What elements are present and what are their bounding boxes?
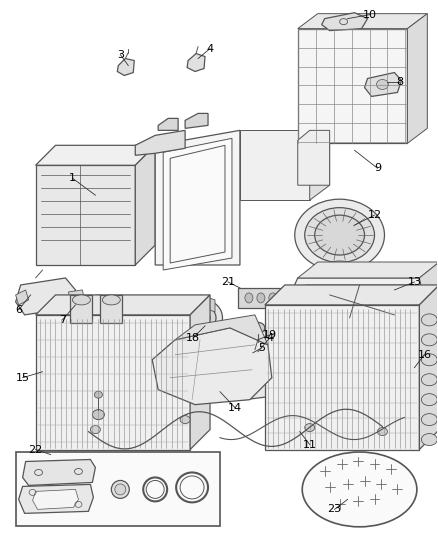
Polygon shape — [240, 131, 310, 200]
Polygon shape — [419, 285, 438, 449]
Text: 4: 4 — [206, 44, 214, 54]
Ellipse shape — [251, 322, 265, 333]
Text: 4: 4 — [266, 333, 273, 343]
Ellipse shape — [305, 424, 314, 432]
Polygon shape — [187, 53, 205, 71]
Text: 19: 19 — [263, 330, 277, 340]
Polygon shape — [265, 285, 438, 305]
Ellipse shape — [421, 354, 437, 366]
Ellipse shape — [200, 313, 210, 323]
Polygon shape — [321, 13, 367, 30]
Text: 13: 13 — [407, 277, 421, 287]
Polygon shape — [23, 459, 95, 486]
Ellipse shape — [421, 433, 437, 446]
Polygon shape — [298, 262, 438, 278]
Ellipse shape — [421, 414, 437, 425]
Text: 16: 16 — [417, 350, 431, 360]
Polygon shape — [35, 165, 135, 265]
Ellipse shape — [377, 79, 389, 90]
Bar — [100, 295, 122, 323]
Ellipse shape — [111, 480, 129, 498]
Polygon shape — [419, 262, 438, 300]
Text: 15: 15 — [16, 373, 30, 383]
Polygon shape — [35, 146, 155, 165]
Polygon shape — [16, 290, 28, 305]
Ellipse shape — [92, 410, 104, 419]
Bar — [238, 288, 283, 308]
Polygon shape — [310, 116, 330, 200]
Ellipse shape — [187, 301, 223, 335]
Ellipse shape — [115, 484, 126, 495]
Polygon shape — [288, 278, 424, 325]
Polygon shape — [135, 131, 185, 155]
Polygon shape — [195, 295, 215, 312]
Ellipse shape — [254, 342, 262, 350]
Bar — [71, 295, 92, 323]
Text: 14: 14 — [228, 402, 242, 413]
Polygon shape — [68, 290, 85, 302]
Ellipse shape — [102, 295, 120, 305]
Polygon shape — [19, 484, 93, 513]
Ellipse shape — [421, 334, 437, 346]
Text: 1: 1 — [69, 173, 76, 183]
Text: 10: 10 — [363, 10, 377, 20]
Text: 7: 7 — [59, 315, 66, 325]
Polygon shape — [298, 131, 330, 185]
Polygon shape — [135, 146, 155, 265]
Text: 3: 3 — [117, 50, 124, 60]
Polygon shape — [152, 328, 272, 405]
Ellipse shape — [180, 416, 190, 424]
Ellipse shape — [257, 293, 265, 303]
Text: 23: 23 — [328, 504, 342, 514]
Polygon shape — [298, 14, 427, 29]
Text: 8: 8 — [396, 77, 403, 87]
Text: 11: 11 — [303, 440, 317, 449]
Polygon shape — [190, 295, 210, 449]
Polygon shape — [158, 118, 178, 131]
Ellipse shape — [72, 295, 90, 305]
Polygon shape — [298, 29, 407, 143]
Text: 6: 6 — [15, 305, 22, 315]
Text: 21: 21 — [221, 277, 235, 287]
Text: 18: 18 — [186, 333, 200, 343]
Text: 9: 9 — [374, 163, 381, 173]
Ellipse shape — [325, 261, 355, 279]
Text: 5: 5 — [258, 343, 265, 353]
Polygon shape — [364, 72, 401, 96]
Ellipse shape — [314, 215, 364, 255]
Polygon shape — [35, 315, 190, 449]
Bar — [16, 451, 220, 526]
Polygon shape — [155, 131, 240, 265]
Ellipse shape — [305, 208, 374, 263]
Ellipse shape — [269, 293, 277, 303]
Polygon shape — [16, 278, 75, 315]
Text: 12: 12 — [367, 210, 381, 220]
Polygon shape — [35, 295, 210, 315]
Text: 22: 22 — [28, 445, 43, 455]
Polygon shape — [225, 350, 295, 400]
Ellipse shape — [421, 314, 437, 326]
Polygon shape — [117, 59, 134, 76]
Ellipse shape — [421, 374, 437, 386]
Ellipse shape — [421, 394, 437, 406]
Ellipse shape — [194, 307, 216, 329]
Polygon shape — [48, 295, 108, 330]
Ellipse shape — [302, 452, 417, 527]
Polygon shape — [163, 139, 232, 270]
Ellipse shape — [90, 425, 100, 433]
Polygon shape — [185, 114, 208, 128]
Ellipse shape — [71, 304, 85, 316]
Ellipse shape — [95, 391, 102, 398]
Ellipse shape — [295, 199, 385, 271]
Polygon shape — [407, 14, 427, 143]
Ellipse shape — [245, 293, 253, 303]
Polygon shape — [32, 489, 78, 510]
Polygon shape — [175, 315, 268, 345]
Ellipse shape — [378, 427, 388, 435]
Polygon shape — [265, 305, 419, 449]
